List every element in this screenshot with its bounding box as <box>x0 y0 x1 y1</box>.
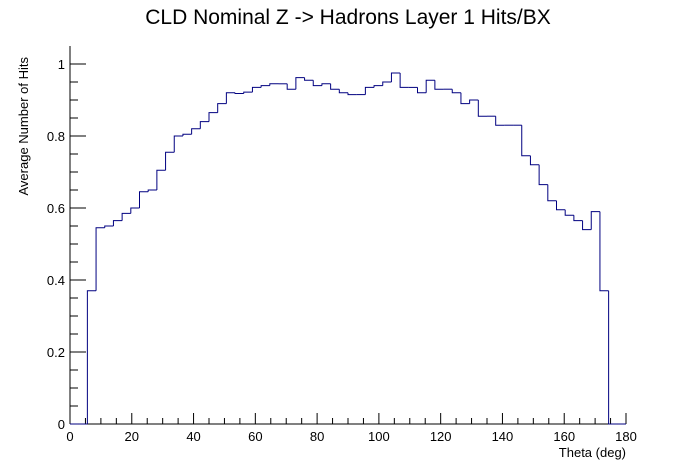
histogram-step <box>208 112 218 122</box>
x-tick-label: 20 <box>125 429 139 444</box>
x-tick-label: 160 <box>553 429 575 444</box>
y-tick-label: 0 <box>58 417 65 432</box>
histogram-step <box>521 125 531 157</box>
x-tick-label: 60 <box>248 429 262 444</box>
histogram-step <box>608 290 618 425</box>
histogram-step <box>547 184 557 202</box>
histogram-step <box>304 77 314 81</box>
histogram-step <box>330 83 340 90</box>
histogram-step <box>417 87 427 94</box>
histogram-step <box>165 151 175 171</box>
histogram-step <box>390 72 401 82</box>
histogram-step <box>582 220 592 231</box>
histogram-step <box>217 103 227 113</box>
histogram-step <box>269 83 279 86</box>
histogram-step <box>251 86 262 93</box>
histogram-step <box>451 89 461 94</box>
histogram-step <box>147 189 157 192</box>
histogram-step <box>590 211 600 230</box>
histogram-step <box>529 155 540 166</box>
histogram-step <box>112 220 123 226</box>
x-tick-label: 0 <box>66 429 73 444</box>
histogram-step <box>243 91 253 94</box>
chart-title: CLD Nominal Z -> Hadrons Layer 1 Hits/BX <box>145 6 551 29</box>
histogram-step <box>373 85 383 88</box>
histogram-step <box>182 133 192 136</box>
y-tick-label: 0.6 <box>47 201 65 216</box>
histogram-step <box>599 211 609 292</box>
y-tick-label: 0.2 <box>47 345 65 360</box>
histogram-step <box>191 128 201 135</box>
histogram-step <box>286 83 296 90</box>
histogram-step <box>130 207 140 214</box>
x-axis-label: Theta (deg) <box>559 445 626 460</box>
histogram-step <box>104 225 114 228</box>
y-tick-label: 0.4 <box>47 273 65 288</box>
x-tick-label: 80 <box>310 429 324 444</box>
histogram-step <box>260 85 270 88</box>
histogram-step <box>86 290 97 424</box>
histogram-step <box>312 80 322 87</box>
histogram-step <box>156 169 166 190</box>
histogram-step <box>199 121 209 129</box>
histogram-step <box>573 215 583 222</box>
histogram-step <box>538 164 548 186</box>
x-tick-label: 140 <box>492 429 514 444</box>
histogram-step <box>495 116 505 126</box>
histogram-step <box>564 209 574 216</box>
histogram-step <box>95 227 105 291</box>
histogram-step <box>139 191 149 208</box>
histogram-step <box>460 92 470 105</box>
histogram-step <box>347 92 357 96</box>
y-axis-label: Average Number of Hits <box>16 57 31 196</box>
histogram-step <box>469 99 479 104</box>
histogram-step <box>234 92 244 95</box>
histogram-step <box>225 92 236 104</box>
x-tick-label: 100 <box>368 429 390 444</box>
histogram-step <box>173 135 183 153</box>
histogram-step <box>425 79 435 93</box>
histogram-step <box>399 73 409 88</box>
histogram-step <box>295 77 305 90</box>
histogram-step <box>321 83 331 86</box>
x-tick-label: 40 <box>186 429 200 444</box>
histogram-step <box>382 81 392 86</box>
histogram-step <box>364 86 375 95</box>
histogram-step <box>338 89 348 94</box>
histogram-step <box>556 200 566 211</box>
y-tick-label: 0.8 <box>47 129 65 144</box>
histogram-step <box>121 212 131 221</box>
x-tick-label: 120 <box>430 429 452 444</box>
x-tick-label: 180 <box>615 429 637 444</box>
y-tick-label: 1 <box>58 57 65 72</box>
histogram-step <box>477 100 487 117</box>
histogram-step <box>434 80 444 90</box>
